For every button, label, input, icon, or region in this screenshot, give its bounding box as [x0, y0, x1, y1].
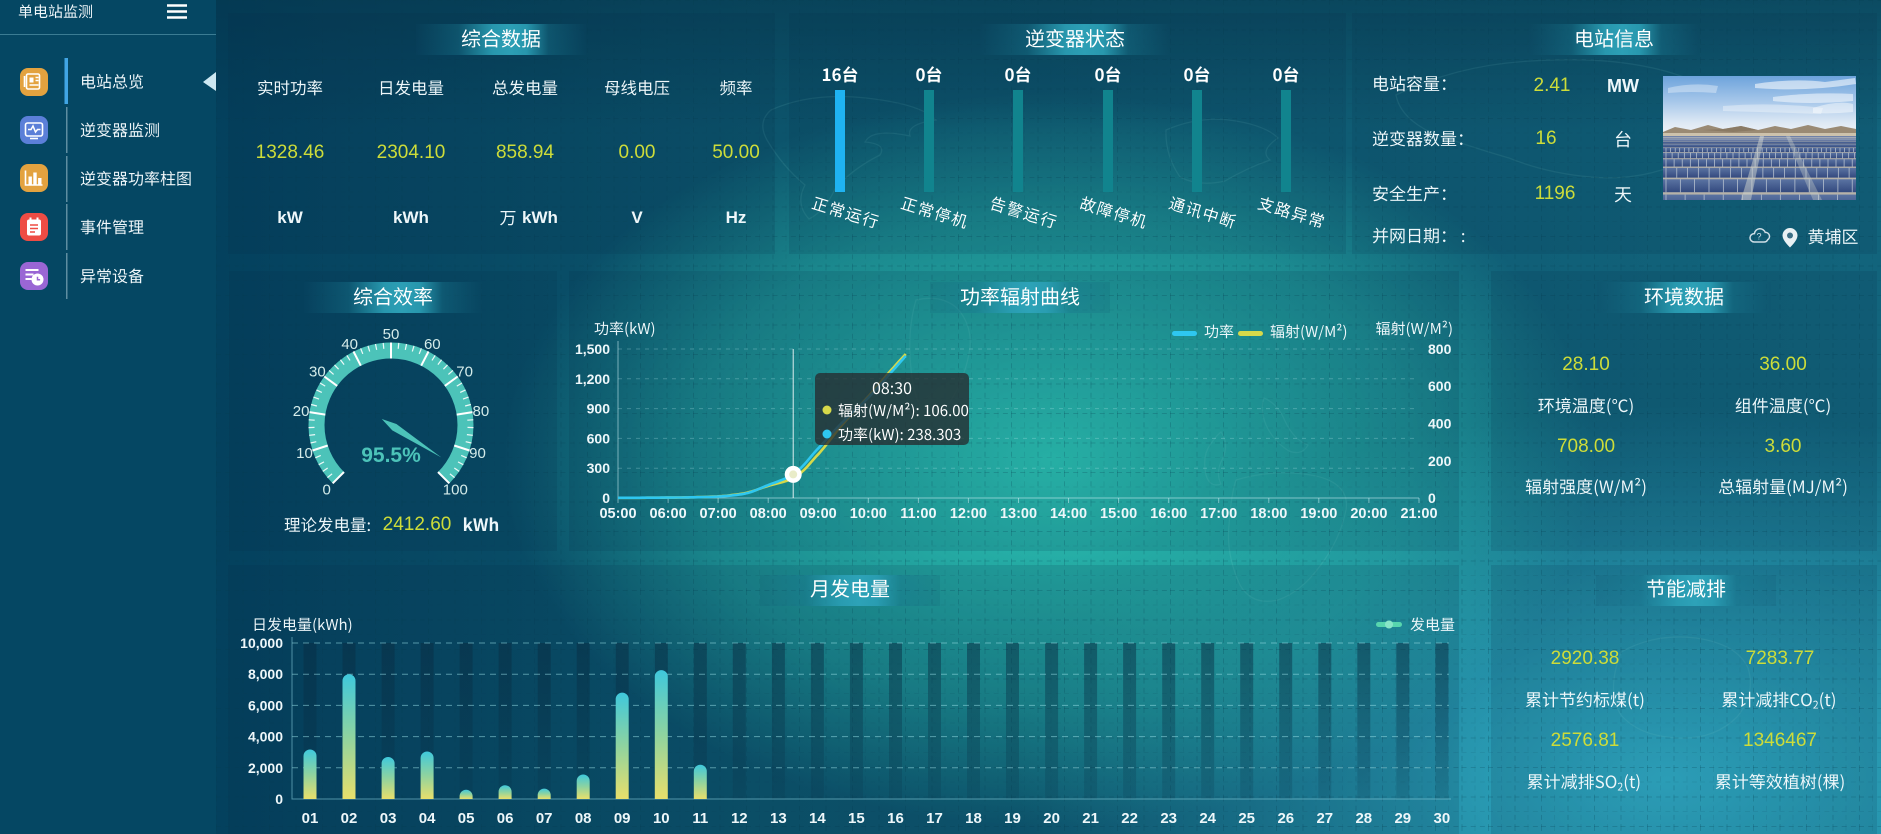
svg-text:28: 28 — [1355, 810, 1372, 827]
svg-text:14: 14 — [809, 810, 826, 827]
svg-text:60: 60 — [424, 336, 441, 353]
svg-text:200: 200 — [1428, 453, 1452, 469]
svg-text:11: 11 — [692, 810, 708, 827]
svg-text:22: 22 — [1121, 810, 1138, 827]
svg-text:07:00: 07:00 — [700, 506, 737, 522]
svg-text:0: 0 — [1428, 490, 1436, 506]
svg-text:23: 23 — [1160, 810, 1177, 827]
svg-text:17:00: 17:00 — [1200, 506, 1237, 522]
svg-text:80: 80 — [473, 403, 490, 420]
svg-text:1,500: 1,500 — [575, 341, 610, 357]
svg-text:01: 01 — [302, 810, 319, 827]
svg-text:06: 06 — [497, 810, 514, 827]
svg-text:07: 07 — [536, 810, 553, 827]
svg-text:8,000: 8,000 — [248, 666, 283, 682]
svg-text:10:00: 10:00 — [850, 506, 887, 522]
svg-text:100: 100 — [443, 481, 468, 498]
svg-text:0: 0 — [275, 791, 283, 807]
svg-text:14:00: 14:00 — [1050, 506, 1087, 522]
svg-text:800: 800 — [1428, 341, 1452, 357]
svg-text:0: 0 — [323, 481, 331, 498]
svg-text:16:00: 16:00 — [1150, 506, 1187, 522]
svg-text:30: 30 — [309, 364, 326, 381]
svg-text:20:00: 20:00 — [1350, 506, 1387, 522]
svg-text:16: 16 — [887, 810, 904, 827]
svg-text:95.5%: 95.5% — [361, 444, 421, 467]
svg-text:40: 40 — [341, 336, 358, 353]
svg-text:04: 04 — [419, 810, 436, 827]
svg-text:12:00: 12:00 — [950, 506, 987, 522]
svg-text:600: 600 — [1428, 378, 1452, 394]
svg-text:18: 18 — [965, 810, 982, 827]
svg-text:09: 09 — [614, 810, 631, 827]
svg-text:30: 30 — [1434, 810, 1451, 827]
svg-text:05:00: 05:00 — [599, 506, 636, 522]
svg-text:50: 50 — [383, 326, 400, 343]
svg-text:24: 24 — [1199, 810, 1216, 827]
svg-text:06:00: 06:00 — [650, 506, 687, 522]
svg-text:1,200: 1,200 — [575, 371, 610, 387]
svg-text:90: 90 — [469, 445, 486, 462]
svg-text:19:00: 19:00 — [1300, 506, 1337, 522]
svg-text:17: 17 — [926, 810, 943, 827]
svg-text:70: 70 — [456, 364, 473, 381]
svg-text:?: ? — [1757, 232, 1762, 242]
svg-text:27: 27 — [1316, 810, 1333, 827]
svg-text:15:00: 15:00 — [1100, 506, 1137, 522]
svg-text:19: 19 — [1004, 810, 1021, 827]
svg-text:21: 21 — [1082, 810, 1099, 827]
svg-text:03: 03 — [380, 810, 397, 827]
svg-text:2,000: 2,000 — [248, 760, 283, 776]
svg-text:600: 600 — [587, 430, 611, 446]
svg-text:20: 20 — [1043, 810, 1060, 827]
svg-text:4,000: 4,000 — [248, 729, 283, 745]
svg-text:10,000: 10,000 — [240, 635, 283, 651]
svg-text:15: 15 — [848, 810, 865, 827]
svg-text:26: 26 — [1277, 810, 1294, 827]
svg-text:13: 13 — [770, 810, 787, 827]
svg-text:900: 900 — [587, 401, 611, 417]
svg-text:21:00: 21:00 — [1400, 506, 1437, 522]
svg-text:02: 02 — [341, 810, 358, 827]
svg-text:09:00: 09:00 — [800, 506, 837, 522]
svg-text:0: 0 — [602, 490, 610, 506]
svg-text:300: 300 — [587, 460, 611, 476]
svg-text:08: 08 — [575, 810, 592, 827]
svg-text:12: 12 — [731, 810, 748, 827]
svg-text:400: 400 — [1428, 416, 1452, 432]
svg-text:6,000: 6,000 — [248, 697, 283, 713]
svg-text:25: 25 — [1238, 810, 1255, 827]
svg-text:05: 05 — [458, 810, 475, 827]
svg-text:10: 10 — [296, 445, 313, 462]
svg-text:08:00: 08:00 — [750, 506, 787, 522]
svg-text:29: 29 — [1394, 810, 1411, 827]
svg-text:20: 20 — [293, 403, 310, 420]
svg-text:13:00: 13:00 — [1000, 506, 1037, 522]
svg-text:18:00: 18:00 — [1250, 506, 1287, 522]
svg-text:10: 10 — [653, 810, 670, 827]
svg-text:11:00: 11:00 — [900, 506, 936, 522]
